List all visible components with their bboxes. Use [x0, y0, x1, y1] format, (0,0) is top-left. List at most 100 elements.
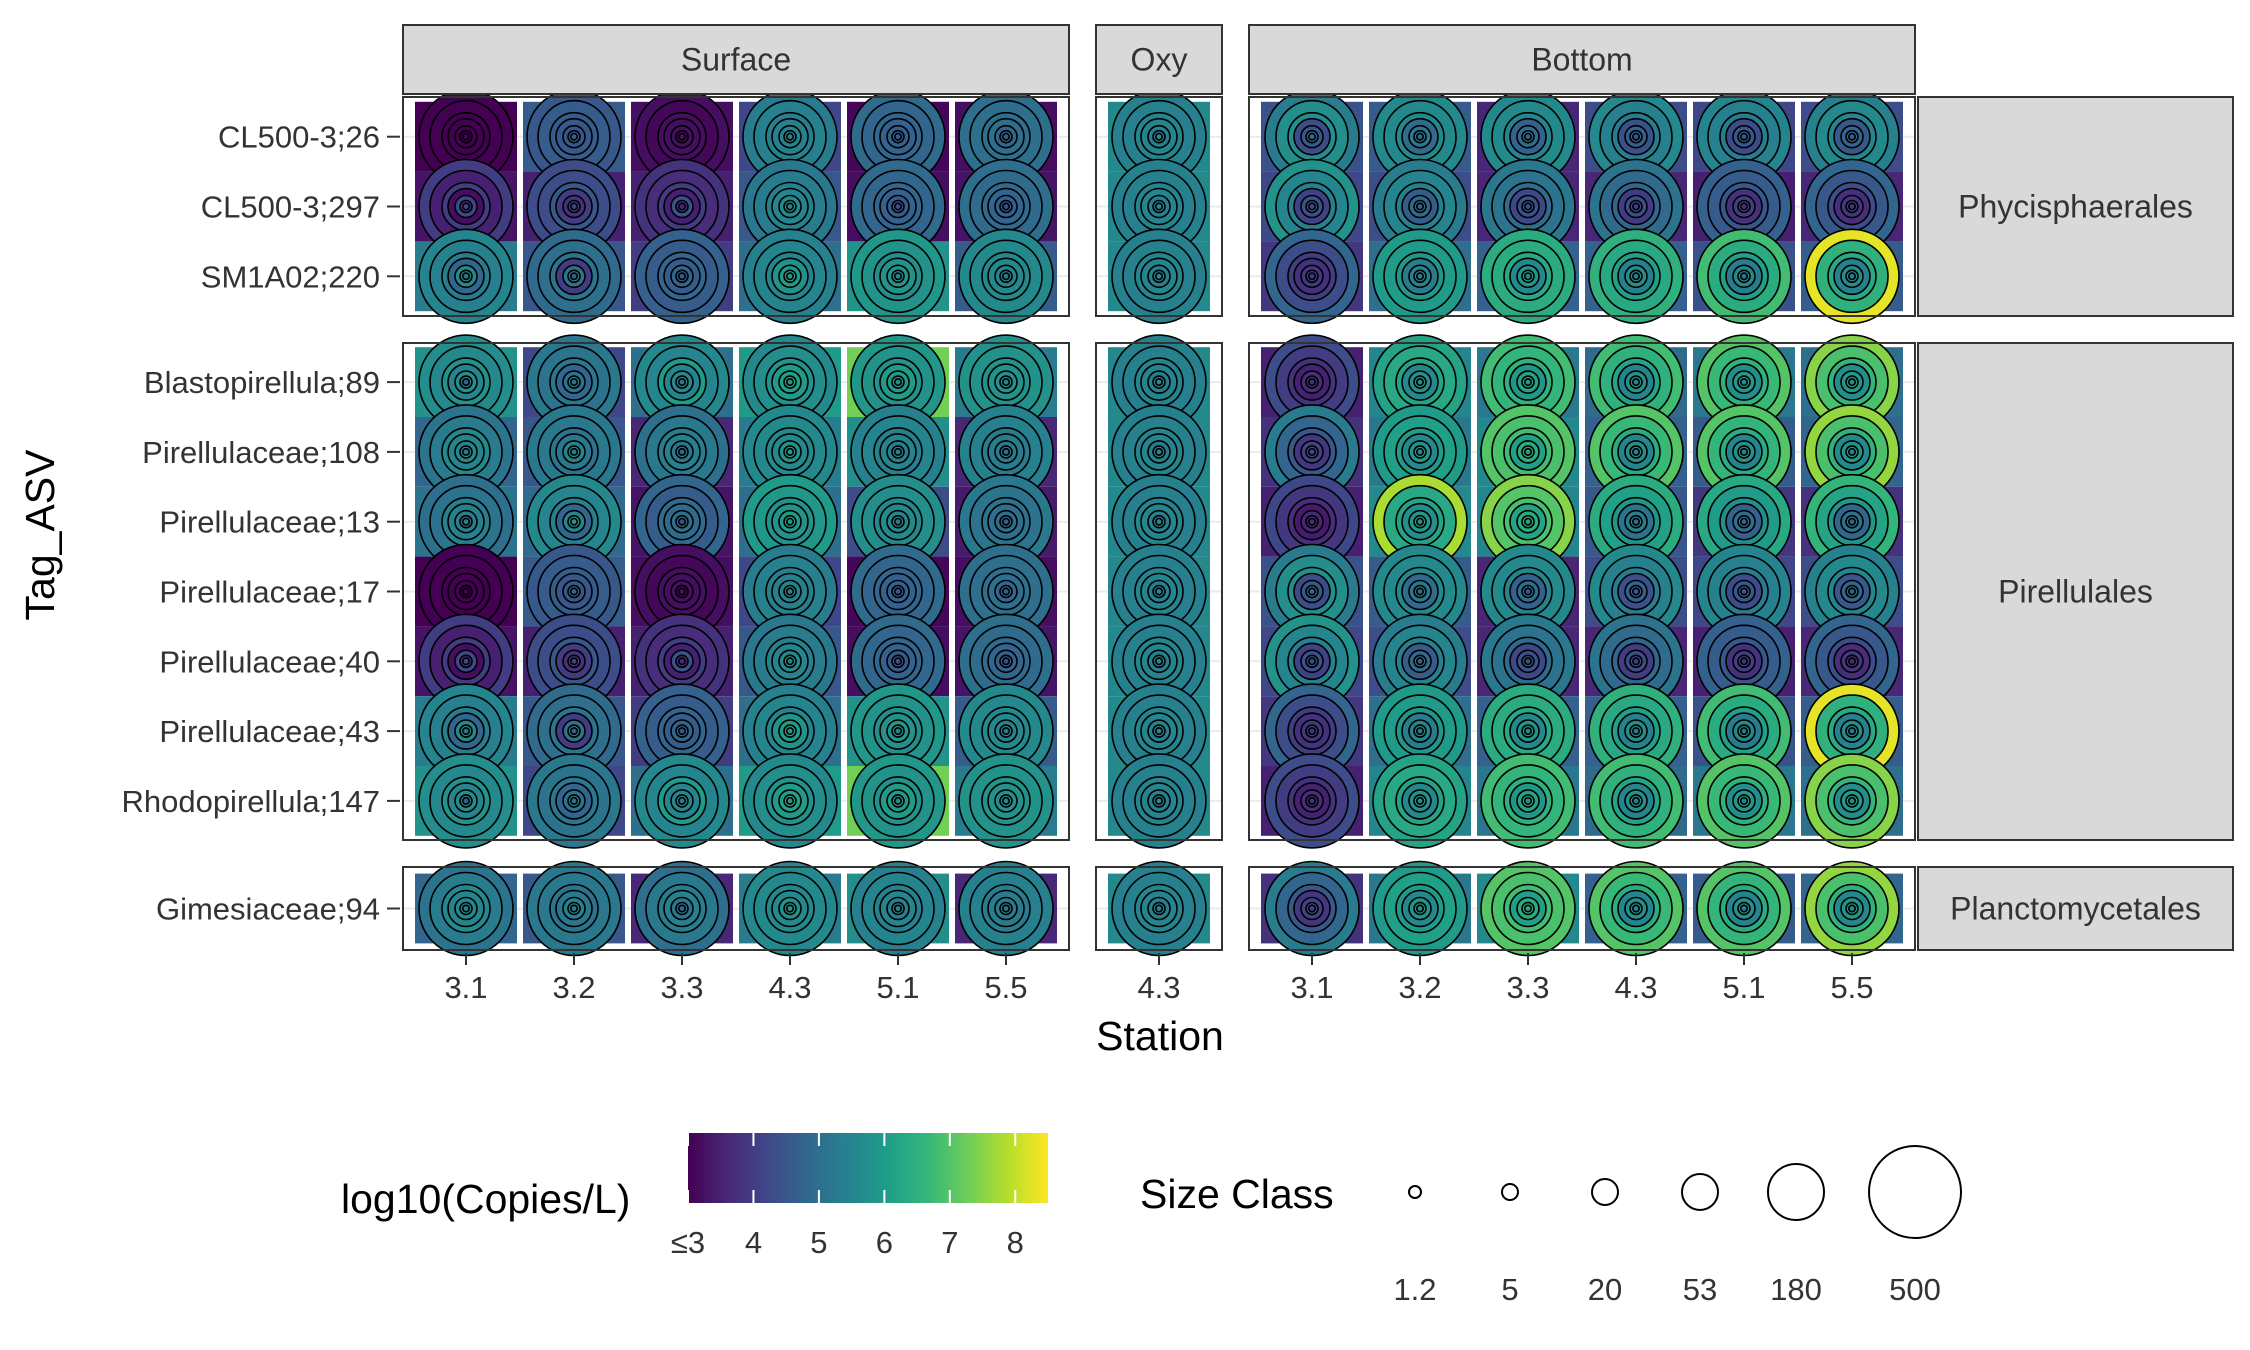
size-class-ring — [1155, 517, 1164, 526]
heatmap-cell — [1585, 860, 1687, 957]
size-class-ring — [785, 517, 794, 526]
size-legend-circle — [1501, 1183, 1519, 1201]
panel-border — [402, 342, 1070, 841]
size-class-ring — [1001, 904, 1010, 913]
heatmap-cell — [1477, 334, 1579, 430]
facet-panel — [1095, 334, 1223, 849]
size-class-ring — [1848, 796, 1857, 805]
heatmap-cell — [1369, 753, 1471, 849]
heatmap-cell — [955, 860, 1057, 957]
heatmap-cell — [1801, 543, 1903, 640]
size-class-ring — [893, 447, 902, 456]
size-class-ring — [1524, 904, 1533, 913]
heatmap-cell — [1261, 228, 1363, 325]
size-class-ring — [1740, 517, 1749, 526]
size-class-ring — [1740, 796, 1749, 805]
size-class-ring — [1001, 272, 1010, 281]
row-label: Pirellulaceae;43 — [159, 714, 380, 749]
heatmap-cell — [415, 334, 517, 430]
heatmap-cell — [847, 404, 949, 500]
x-tick-label: 3.3 — [660, 970, 703, 1005]
size-class-ring — [893, 517, 902, 526]
heatmap-cell — [1369, 683, 1471, 779]
heatmap-cell — [1585, 683, 1687, 779]
heatmap-cell — [1693, 683, 1795, 779]
heatmap-cell — [1801, 613, 1903, 710]
heatmap-cell — [955, 158, 1057, 255]
size-class-ring — [1308, 132, 1317, 141]
size-class-ring — [893, 132, 902, 141]
size-class-ring — [1155, 657, 1164, 666]
heatmap-cell — [631, 613, 733, 710]
size-class-ring — [677, 727, 686, 736]
heatmap-cell — [415, 404, 517, 500]
size-class-ring — [677, 202, 686, 211]
panel-border — [1248, 96, 1916, 317]
size-class-ring — [1308, 587, 1317, 596]
size-class-ring — [1416, 272, 1425, 281]
heatmap-cell — [955, 613, 1057, 710]
facet-panel — [402, 860, 1070, 957]
size-legend-circle — [1408, 1185, 1422, 1199]
heatmap-cell — [1369, 860, 1471, 957]
heatmap-cell — [415, 860, 517, 957]
panel-border — [402, 96, 1070, 317]
heatmap-cell — [631, 334, 733, 430]
size-class-ring — [569, 202, 578, 211]
size-class-ring — [893, 587, 902, 596]
color-tick-label: ≤3 — [671, 1225, 705, 1260]
size-class-ring — [1524, 517, 1533, 526]
depth-strip-label: Bottom — [1531, 42, 1632, 78]
heatmap-cell — [523, 860, 625, 957]
size-class-ring — [569, 796, 578, 805]
size-class-ring — [1155, 272, 1164, 281]
color-tick-label: 8 — [1007, 1225, 1024, 1260]
order-strip — [1917, 866, 2234, 951]
row-label: Rhodopirellula;147 — [121, 784, 380, 819]
heatmap-cell — [1369, 228, 1471, 325]
heatmap-cell — [847, 88, 949, 185]
size-class-ring — [1155, 904, 1164, 913]
heatmap-cell — [739, 404, 841, 500]
color-tick-label: 5 — [810, 1225, 827, 1260]
heatmap-cell — [847, 753, 949, 849]
heatmap-cell — [739, 860, 841, 957]
size-class-ring — [1001, 202, 1010, 211]
size-class-ring — [1848, 272, 1857, 281]
size-class-ring — [785, 587, 794, 596]
heatmap-cell — [631, 860, 733, 957]
order-strip — [1917, 342, 2234, 841]
size-class-ring — [1524, 202, 1533, 211]
heatmap-cell — [523, 158, 625, 255]
heatmap-cell — [739, 543, 841, 640]
size-legend: Size Class 1.2 5 20 53 180 500 — [1140, 1145, 1962, 1307]
row-label: Pirellulaceae;108 — [142, 435, 380, 470]
facet-panel — [1248, 860, 1916, 957]
heatmap-cell — [1585, 334, 1687, 430]
heatmap-cell — [631, 158, 733, 255]
size-class-ring — [1632, 727, 1641, 736]
heatmap-cell — [1261, 753, 1363, 849]
x-tick-label: 5.5 — [1830, 970, 1873, 1005]
size-class-ring — [1001, 517, 1010, 526]
x-tick-label: 3.1 — [1290, 970, 1333, 1005]
size-class-ring — [1848, 727, 1857, 736]
heatmap-cell — [1261, 88, 1363, 185]
size-class-ring — [1416, 132, 1425, 141]
size-class-ring — [1155, 796, 1164, 805]
heatmap-cell — [1261, 860, 1363, 957]
size-legend-circle — [1767, 1163, 1825, 1221]
heatmap-cell — [523, 753, 625, 849]
size-class-ring — [1524, 272, 1533, 281]
heatmap-cell — [1477, 473, 1579, 570]
size-class-ring — [1416, 517, 1425, 526]
size-class-ring — [461, 132, 470, 141]
heatmap-cell — [415, 753, 517, 849]
size-legend-circle — [1591, 1178, 1619, 1206]
size-class-ring — [1524, 447, 1533, 456]
heatmap-cell — [1108, 228, 1210, 325]
size-class-ring — [1848, 447, 1857, 456]
heatmap-cell — [523, 543, 625, 640]
heatmap-cell — [955, 228, 1057, 325]
heatmap-cell — [1801, 334, 1903, 430]
